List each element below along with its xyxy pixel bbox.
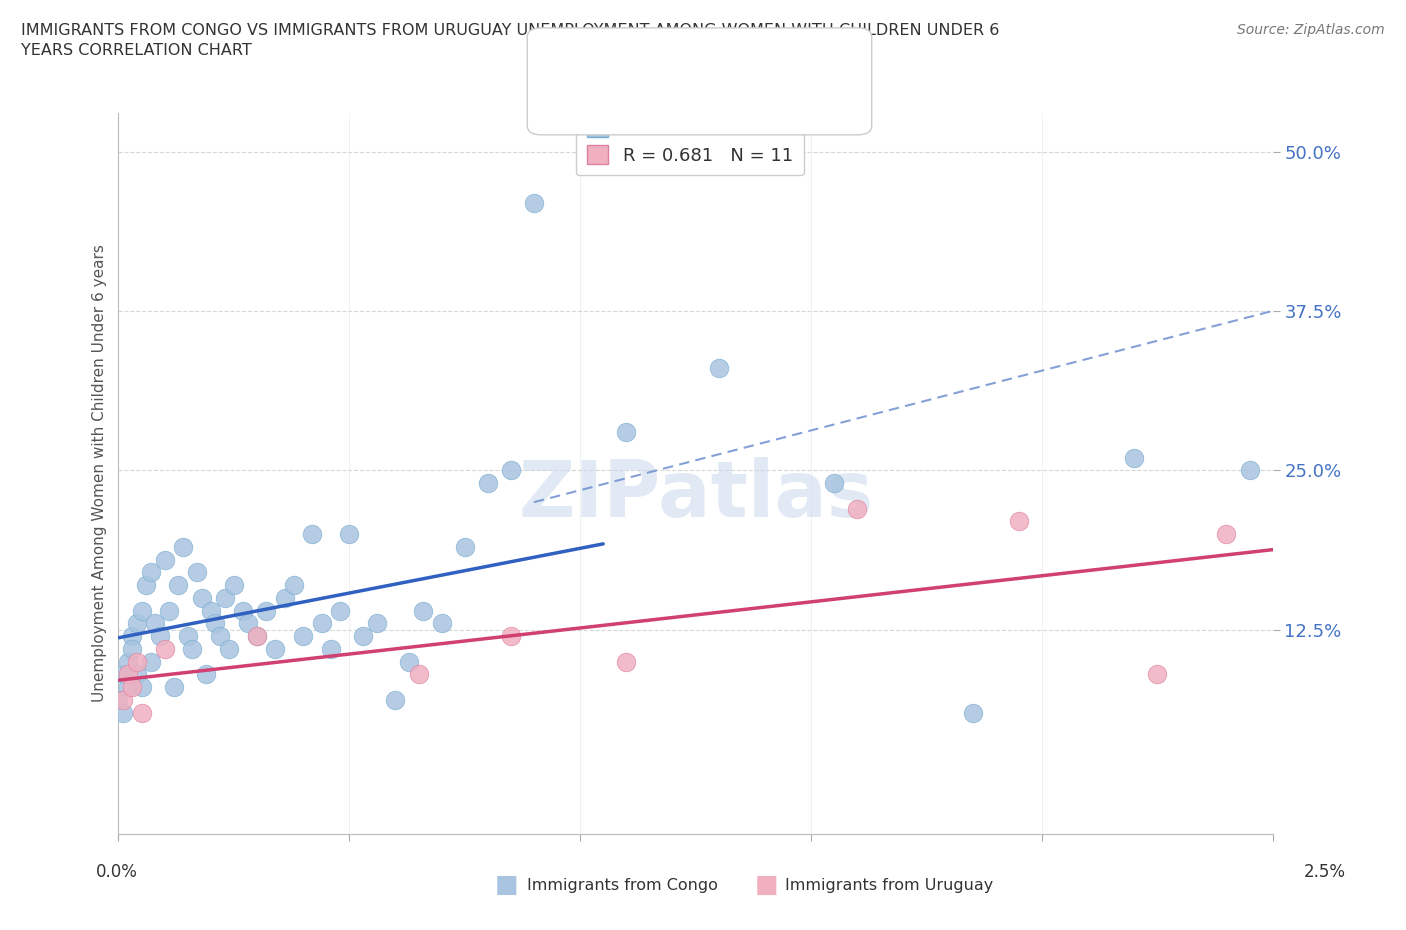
- Point: [222, 578, 245, 592]
- Point: [232, 603, 254, 618]
- Point: [962, 705, 984, 720]
- Text: Immigrants from Congo: Immigrants from Congo: [527, 878, 718, 893]
- Point: [112, 705, 135, 720]
- Point: [121, 680, 143, 695]
- Point: [117, 667, 139, 682]
- Point: [107, 692, 129, 707]
- Point: [1146, 667, 1168, 682]
- Point: [131, 603, 153, 618]
- Point: [398, 654, 420, 669]
- Text: ■: ■: [755, 873, 778, 897]
- Point: [195, 667, 218, 682]
- Point: [157, 603, 180, 618]
- Point: [283, 578, 305, 592]
- Point: [153, 552, 176, 567]
- Point: [477, 475, 499, 490]
- Point: [614, 425, 637, 440]
- Point: [121, 629, 143, 644]
- Point: [139, 565, 162, 579]
- Point: [523, 195, 546, 210]
- Point: [112, 667, 135, 682]
- Point: [200, 603, 222, 618]
- Point: [366, 616, 388, 631]
- Point: [186, 565, 208, 579]
- Y-axis label: Unemployment Among Women with Children Under 6 years: Unemployment Among Women with Children U…: [93, 245, 107, 702]
- Point: [125, 616, 148, 631]
- Point: [273, 591, 295, 605]
- Text: 0.0%: 0.0%: [96, 863, 138, 882]
- Point: [430, 616, 453, 631]
- Point: [246, 629, 269, 644]
- Point: [112, 692, 135, 707]
- Point: [208, 629, 231, 644]
- Point: [292, 629, 315, 644]
- Point: [181, 642, 204, 657]
- Point: [172, 539, 194, 554]
- Point: [384, 692, 406, 707]
- Point: [337, 526, 360, 541]
- Point: [1215, 526, 1237, 541]
- Point: [125, 667, 148, 682]
- Point: [311, 616, 333, 631]
- Point: [254, 603, 277, 618]
- Point: [131, 680, 153, 695]
- Text: ■: ■: [495, 873, 517, 897]
- Text: IMMIGRANTS FROM CONGO VS IMMIGRANTS FROM URUGUAY UNEMPLOYMENT AMONG WOMEN WITH C: IMMIGRANTS FROM CONGO VS IMMIGRANTS FROM…: [21, 23, 1000, 58]
- Text: Source: ZipAtlas.com: Source: ZipAtlas.com: [1237, 23, 1385, 37]
- Text: Immigrants from Uruguay: Immigrants from Uruguay: [785, 878, 993, 893]
- Point: [264, 642, 287, 657]
- Point: [301, 526, 323, 541]
- Point: [614, 654, 637, 669]
- Point: [319, 642, 342, 657]
- Point: [823, 475, 845, 490]
- Point: [121, 642, 143, 657]
- Point: [846, 501, 869, 516]
- Text: ZIPatlas: ZIPatlas: [517, 457, 873, 533]
- Point: [214, 591, 236, 605]
- Point: [167, 578, 190, 592]
- Point: [1008, 514, 1031, 529]
- Point: [149, 629, 172, 644]
- Point: [176, 629, 198, 644]
- Point: [190, 591, 212, 605]
- Point: [145, 616, 167, 631]
- Point: [454, 539, 477, 554]
- Point: [408, 667, 430, 682]
- Point: [163, 680, 186, 695]
- Point: [131, 705, 153, 720]
- Point: [499, 463, 522, 478]
- Point: [246, 629, 269, 644]
- Point: [125, 654, 148, 669]
- Point: [499, 629, 522, 644]
- Point: [1123, 450, 1146, 465]
- Point: [117, 680, 139, 695]
- Point: [153, 642, 176, 657]
- Point: [707, 361, 730, 376]
- Point: [236, 616, 259, 631]
- Point: [329, 603, 352, 618]
- Point: [135, 578, 157, 592]
- Point: [139, 654, 162, 669]
- Legend: R = 0.584   N = 61, R = 0.681   N = 11: R = 0.584 N = 61, R = 0.681 N = 11: [575, 108, 804, 176]
- Point: [352, 629, 374, 644]
- Point: [204, 616, 226, 631]
- Text: 2.5%: 2.5%: [1303, 863, 1346, 882]
- Point: [218, 642, 240, 657]
- Point: [1239, 463, 1261, 478]
- Point: [117, 654, 139, 669]
- Point: [412, 603, 434, 618]
